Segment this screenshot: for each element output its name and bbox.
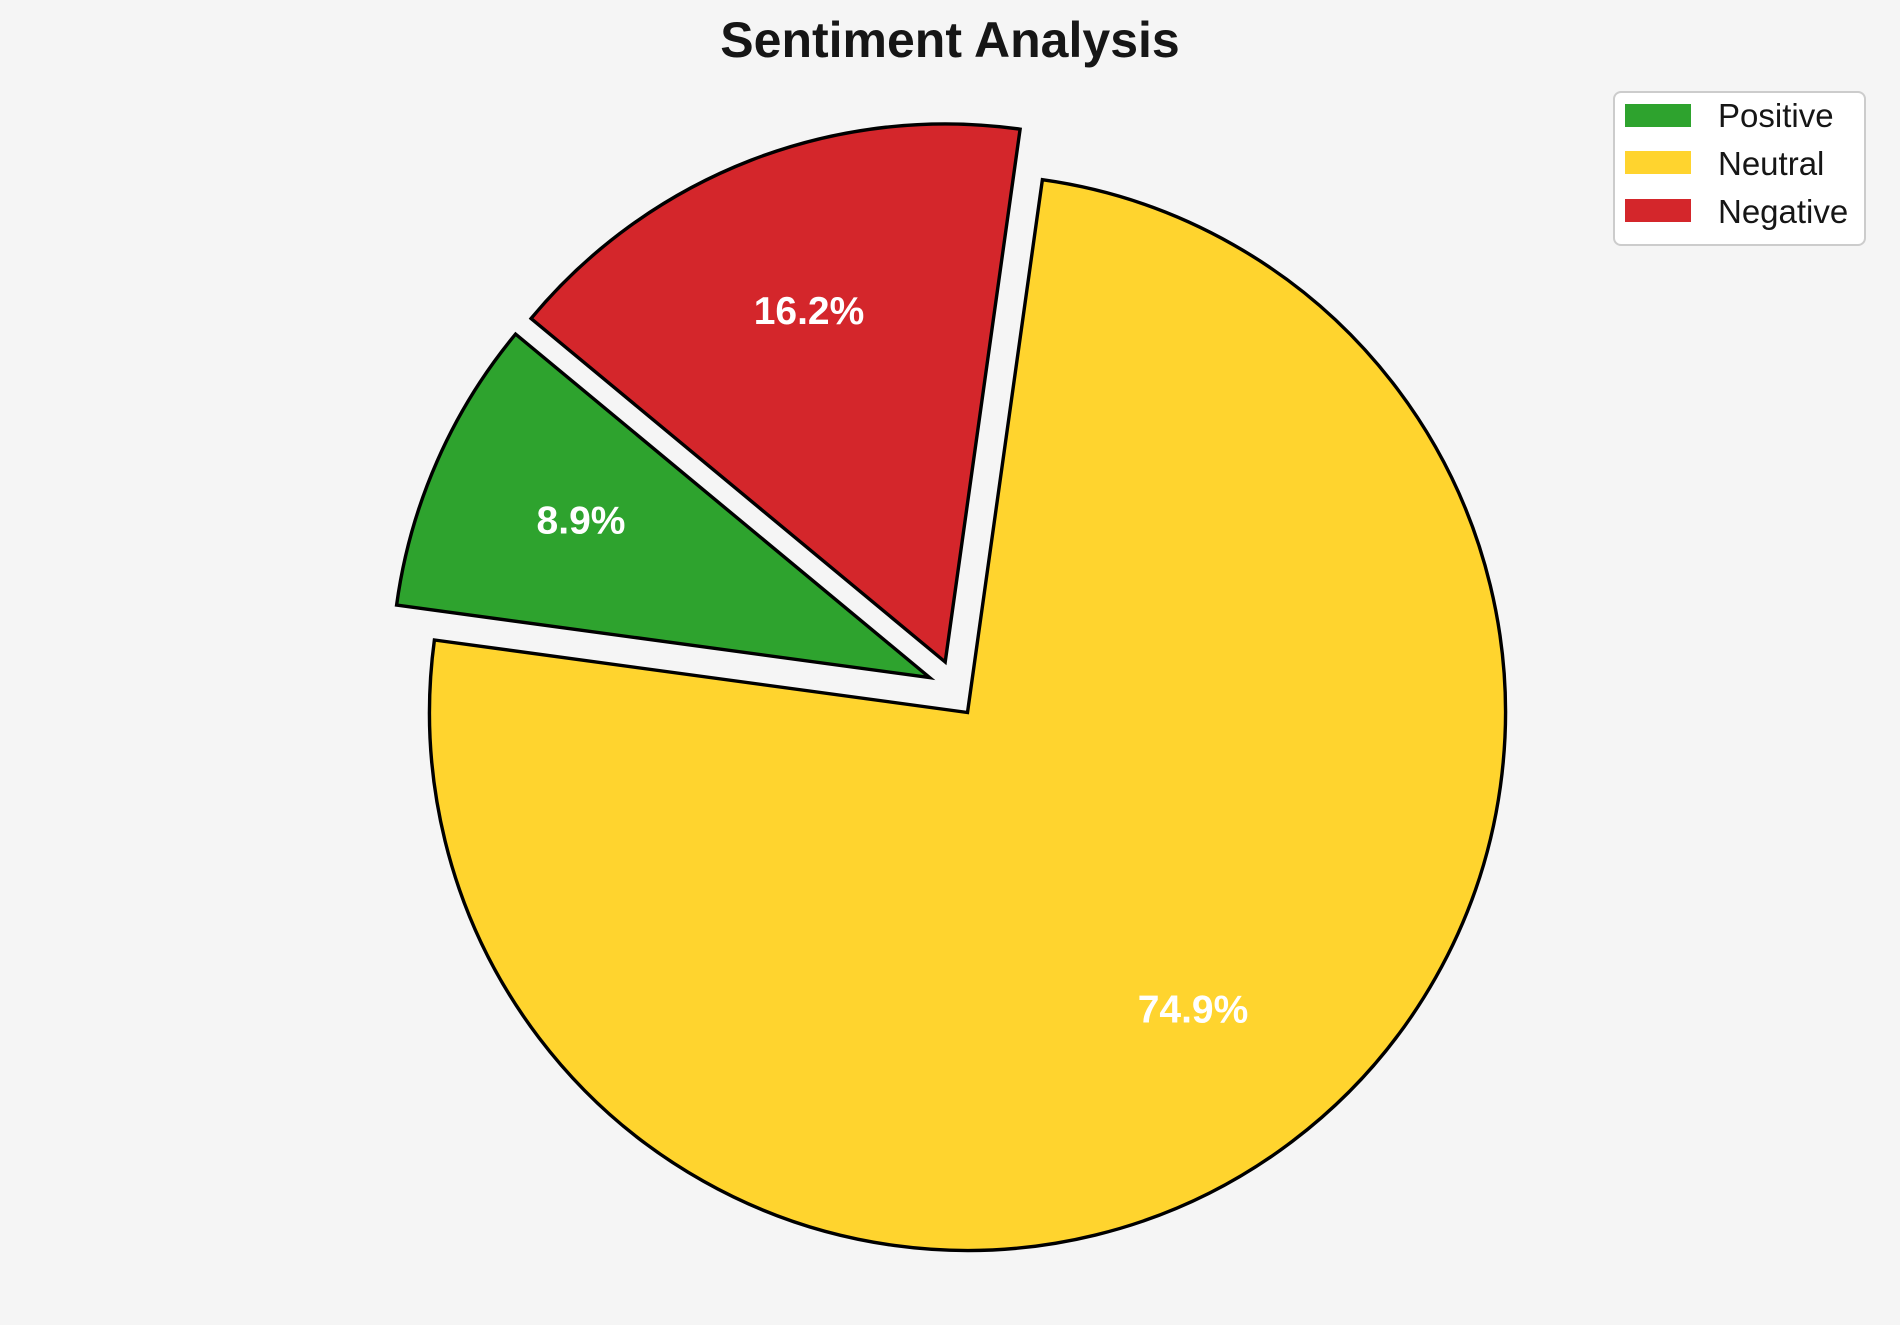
svg-text:74.9%: 74.9%	[1138, 989, 1249, 1032]
svg-text:8.9%: 8.9%	[537, 500, 626, 543]
svg-text:16.2%: 16.2%	[754, 290, 865, 333]
